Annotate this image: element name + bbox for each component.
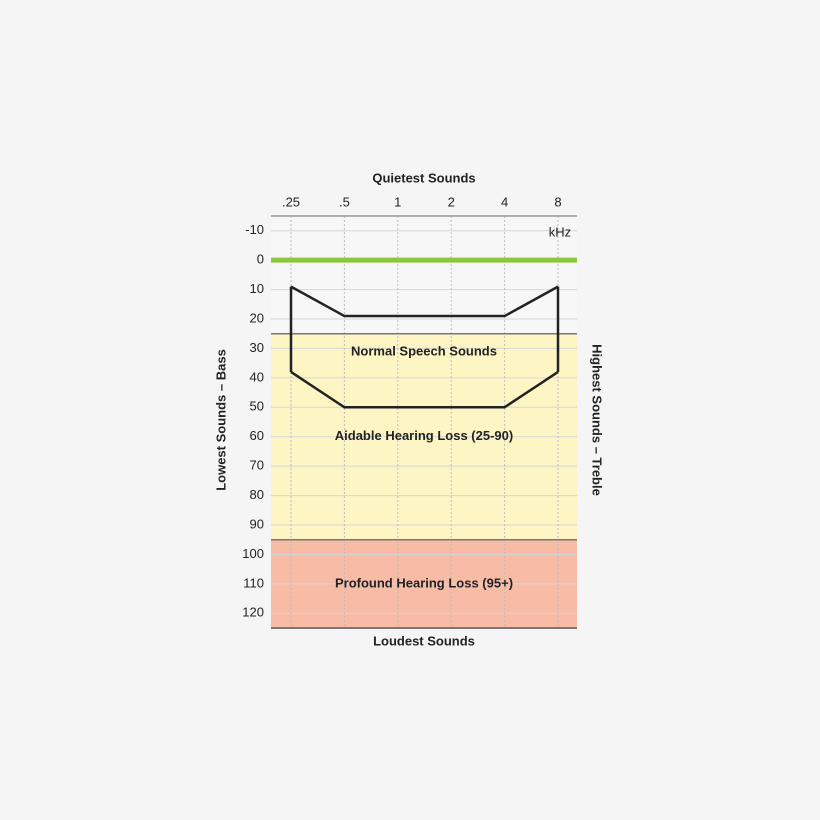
y-tick-label: 60 (250, 428, 264, 443)
y-tick-label: 0 (257, 252, 264, 267)
y-tick-label: 90 (250, 516, 264, 531)
x-tick-label: .25 (282, 194, 300, 209)
y-tick-label: 70 (250, 458, 264, 473)
x-tick-label: 1 (394, 194, 401, 209)
chart-title: Quietest Sounds (372, 170, 475, 185)
x-tick-label: 8 (554, 194, 561, 209)
y-tick-label: 40 (250, 369, 264, 384)
left-axis-label: Lowest Sounds – Bass (213, 349, 228, 491)
bottom-label: Loudest Sounds (373, 633, 475, 648)
annotation: Normal Speech Sounds (351, 343, 497, 358)
y-tick-label: 100 (242, 546, 264, 561)
band-label: Profound Hearing Loss (95+) (335, 575, 513, 590)
right-axis-label: Highest Sounds – Treble (590, 344, 605, 496)
band-label: Aidable Hearing Loss (25-90) (335, 428, 513, 443)
y-tick-label: 20 (250, 310, 264, 325)
x-tick-label: 4 (501, 194, 508, 209)
x-tick-label: 2 (448, 194, 455, 209)
y-tick-label: 10 (250, 281, 264, 296)
y-tick-label: 80 (250, 487, 264, 502)
y-tick-label: 30 (250, 340, 264, 355)
unit-label: kHz (549, 224, 571, 239)
series-line (290, 285, 559, 318)
y-tick-label: 50 (250, 399, 264, 414)
y-tick-label: 110 (243, 575, 264, 590)
x-tick-label: .5 (339, 194, 350, 209)
y-tick-label: 120 (242, 605, 264, 620)
y-tick-label: -10 (245, 222, 264, 237)
series-line (290, 370, 559, 409)
